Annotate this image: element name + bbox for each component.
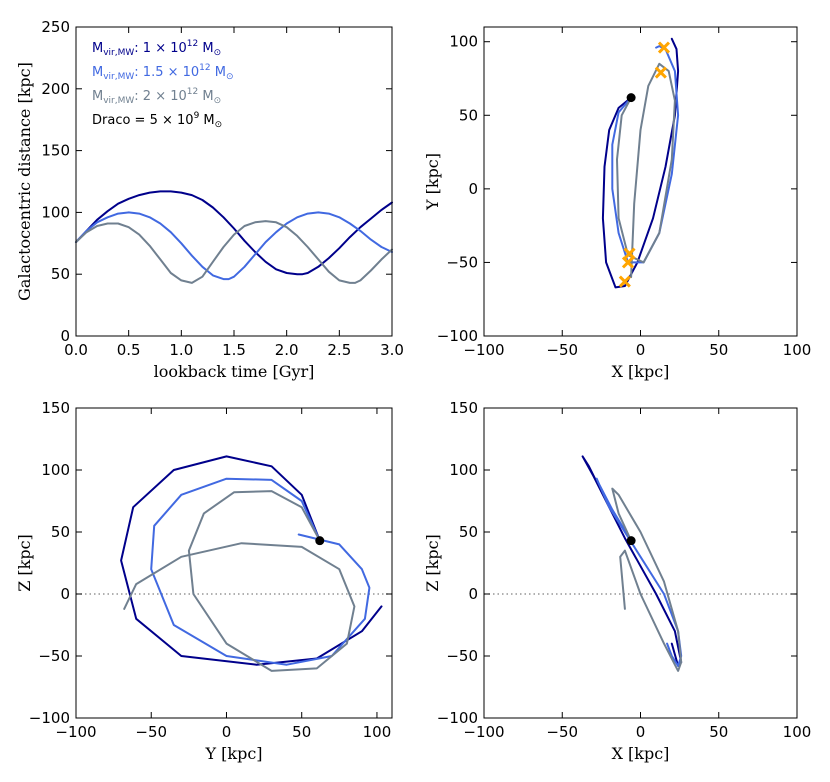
y-axis-label: Y [kpc]	[423, 153, 442, 211]
y-tick-label: −100	[437, 327, 478, 345]
x-tick-label: 2.5	[327, 341, 351, 359]
series-line-mw2	[611, 487, 683, 672]
y-axis-label: Z [kpc]	[15, 534, 34, 592]
x-tick-label: 1.5	[222, 341, 246, 359]
series-line-mw15	[150, 477, 371, 666]
y-tick-label: 100	[41, 461, 70, 479]
series-line-mw2	[123, 490, 356, 672]
x-axis-label: X [kpc]	[612, 744, 670, 763]
x-tick-label: −50	[546, 723, 578, 741]
x-tick-label: 50	[709, 723, 728, 741]
series-line-mw1	[120, 455, 383, 666]
x-tick-label: 100	[783, 723, 812, 741]
y-tick-label: 100	[449, 461, 478, 479]
legend-entry-mw1: Mvir,MW: 1 × 1012 M⊙	[92, 39, 221, 58]
orange-cross-marker	[621, 256, 635, 269]
y-tick-label: 50	[51, 265, 70, 283]
axes-frame	[483, 26, 798, 337]
series-line-mw2	[75, 220, 393, 284]
y-tick-label: 100	[41, 203, 70, 221]
x-tick-label: −100	[55, 723, 96, 741]
series-line-mw1	[601, 37, 680, 289]
y-tick-label: −50	[446, 253, 478, 271]
orange-cross-marker	[654, 66, 667, 79]
y-tick-label: 200	[41, 80, 70, 98]
x-axis-label: Y [kpc]	[204, 744, 262, 763]
y-tick-label: 50	[51, 523, 70, 541]
x-tick-label: 1.0	[169, 341, 193, 359]
y-tick-label: 0	[60, 585, 70, 603]
y-tick-label: 250	[41, 18, 70, 36]
series-line-mw2	[616, 62, 676, 279]
orange-cross-marker	[618, 275, 631, 288]
y-tick-label: −50	[446, 647, 478, 665]
orange-cross-marker	[657, 41, 671, 54]
x-tick-label: −100	[463, 341, 504, 359]
legend-entry-draco: Draco = 5 × 109 M⊙	[92, 111, 222, 130]
x-tick-label: −100	[463, 723, 504, 741]
x-tick-label: 100	[363, 723, 392, 741]
x-tick-label: 50	[709, 341, 728, 359]
y-tick-label: 150	[449, 399, 478, 417]
y-axis-label: Z [kpc]	[423, 534, 442, 592]
panel-distance: 0.0 0.5 1.0 1.5 2.0 2.5 3.0 0 50 100 150 200 250 look…	[15, 18, 404, 381]
x-tick-label: 0	[222, 723, 232, 741]
legend-entry-mw2: Mvir,MW: 2 × 1012 M⊙	[92, 87, 221, 106]
y-tick-label: 0	[468, 585, 478, 603]
series-line-mw15	[595, 477, 683, 667]
x-tick-label: 0.0	[64, 341, 88, 359]
panel-xz: −100 −50 0 50 100 −100 −50 0 50 100 150 X [kpc] Z [k…	[423, 399, 811, 763]
draco-present-marker	[315, 536, 325, 546]
series-line-mw1	[581, 455, 683, 667]
y-tick-label: 150	[41, 142, 70, 160]
x-axis-label: lookback time [Gyr]	[154, 362, 315, 381]
y-tick-label: −100	[437, 709, 478, 727]
orange-cross-marker	[623, 247, 636, 260]
y-tick-label: −100	[29, 709, 70, 727]
x-tick-label: 3.0	[380, 341, 404, 359]
y-tick-label: 100	[449, 33, 478, 51]
series-line-mw1	[75, 190, 393, 276]
y-tick-label: 150	[41, 399, 70, 417]
x-tick-label: −50	[546, 341, 578, 359]
y-tick-label: 50	[459, 523, 478, 541]
x-tick-label: 50	[292, 723, 311, 741]
x-tick-label: 100	[783, 341, 812, 359]
x-axis-label: X [kpc]	[612, 362, 670, 381]
x-tick-label: 0.5	[117, 341, 141, 359]
legend: Mvir,MW: 1 × 1012 M⊙ Mvir,MW: 1.5 × 1012…	[92, 39, 234, 130]
panel-yz: −100 −50 0 50 100 −100 −50 0 50 100 150 Y [kpc] Z [k…	[15, 399, 393, 763]
legend-entry-mw15: Mvir,MW: 1.5 × 1012 M⊙	[92, 63, 234, 82]
y-tick-label: 50	[459, 106, 478, 124]
panel-xy: −100 −50 0 50 100 −100 −50 0 50 100 X [kpc] Y [kpc]	[423, 26, 812, 381]
axes-frame	[483, 407, 798, 719]
x-tick-label: 2.0	[275, 341, 299, 359]
x-tick-label: 0	[636, 341, 646, 359]
axes-frame	[75, 407, 393, 719]
y-axis-label: Galactocentric distance [kpc]	[15, 62, 34, 301]
y-tick-label: 0	[468, 180, 478, 198]
x-tick-label: −50	[135, 723, 167, 741]
draco-present-marker	[626, 536, 636, 546]
x-tick-label: 0	[636, 723, 646, 741]
draco-present-marker	[626, 93, 636, 103]
y-tick-label: −50	[38, 647, 70, 665]
y-tick-label: 0	[60, 327, 70, 345]
series-line-mw15	[75, 211, 393, 281]
